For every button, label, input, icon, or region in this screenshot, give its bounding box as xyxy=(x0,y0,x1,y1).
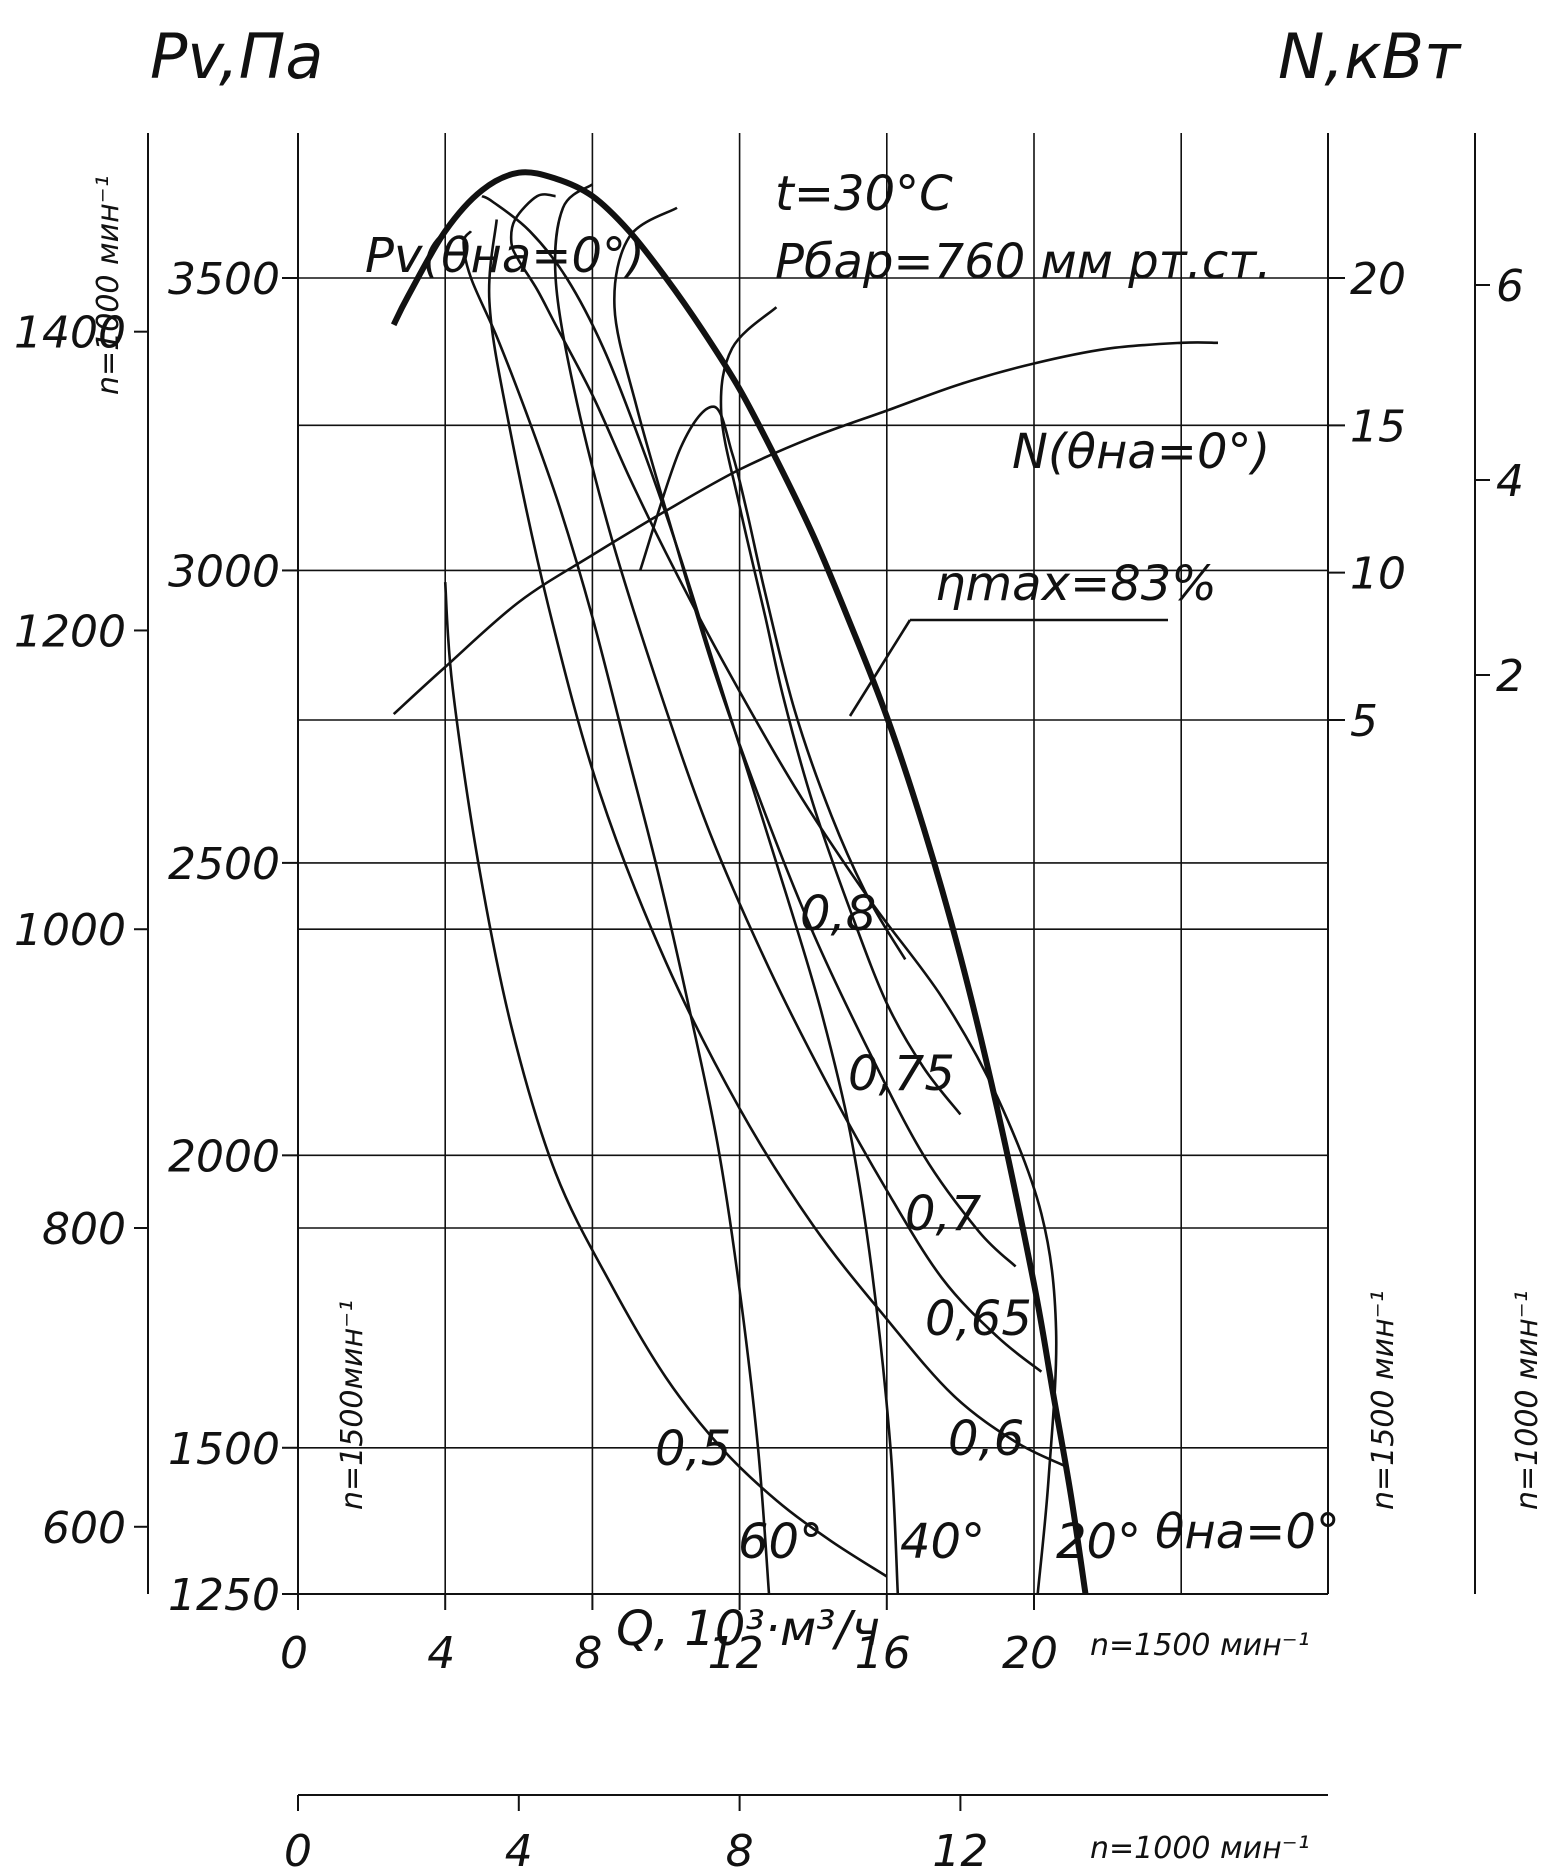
angle-label-60: 60° xyxy=(738,1514,823,1570)
condition-pressure: Pбар=760 мм рт.ст. xyxy=(775,234,1272,290)
x-axis-n1000-label: n=1000 мин⁻¹ xyxy=(1090,1831,1310,1866)
y-tick-label-pv-n1000: 1200 xyxy=(14,606,126,657)
curves xyxy=(391,169,1219,1595)
x-axis-n1500-label: n=1500 мин⁻¹ xyxy=(1090,1628,1310,1663)
series-curve-20- xyxy=(509,193,1058,1595)
y-tick-label-pv-n1500: 1250 xyxy=(168,1570,280,1621)
x-tick-label-n1500: 4 xyxy=(427,1628,455,1679)
left-axis-title: Pv,Па xyxy=(150,20,323,93)
y-tick-label-power-n1500: 5 xyxy=(1350,696,1378,747)
grid xyxy=(298,133,1328,1594)
series-curve-N-0- xyxy=(392,341,1219,716)
series-curve-0-65 xyxy=(553,183,1043,1373)
x-tick-label-n1000: 12 xyxy=(932,1826,988,1876)
eff-label-0-6: 0,6 xyxy=(948,1411,1024,1467)
pv-curve-label: Pv(θна=0°) xyxy=(365,228,645,284)
curve-labels: 0,8 0,75 0,7 0,65 0,6 0,5 60° 40° 20° θн… xyxy=(655,886,1340,1570)
y-axis-pv-n1000-label: n=1000 мин⁻¹ xyxy=(91,175,126,395)
eff-label-0-5: 0,5 xyxy=(655,1421,731,1477)
y-tick-label-pv-n1000: 600 xyxy=(42,1503,126,1554)
y-tick-label-pv-n1000: 1000 xyxy=(14,905,126,956)
angle-label-0: θна=0° xyxy=(1155,1504,1340,1560)
y-tick-label-pv-n1500: 2500 xyxy=(168,839,280,890)
y-axis-n-n1500-label: n=1500 мин⁻¹ xyxy=(1366,1290,1401,1510)
series-curve--0- xyxy=(391,169,1089,1595)
x-tick-label-n1500: 8 xyxy=(574,1628,602,1679)
x-tick-label-n1000: 8 xyxy=(726,1826,754,1876)
series-curve-0-75 xyxy=(719,306,962,1116)
y-tick-label-pv-n1500: 3000 xyxy=(168,546,280,597)
y-axis-n-n1000-label: n=1000 мин⁻¹ xyxy=(1510,1290,1545,1510)
x-axis-title: Q, 10³·м³/ч xyxy=(616,1601,880,1657)
x-tick-label-n1500: 20 xyxy=(1002,1628,1058,1679)
power-curve-label: N(θна=0°) xyxy=(1012,424,1270,480)
y-axis-pv-n1500-label: n=1500мин⁻¹ xyxy=(335,1300,370,1510)
y-tick-label-pv-n1500: 3500 xyxy=(168,254,280,305)
x-tick-label-n1000: 4 xyxy=(505,1826,533,1876)
efficiency-max-label: ηmax=83% xyxy=(935,556,1217,612)
eff-label-0-65: 0,65 xyxy=(925,1291,1032,1347)
angle-label-40: 40° xyxy=(900,1514,985,1570)
series-curve-0-8 xyxy=(638,405,907,961)
x-tick-label-n1000: 0 xyxy=(284,1826,312,1876)
series-curve-0-7 xyxy=(613,206,1017,1268)
y-tick-label-power-n1500: 20 xyxy=(1350,254,1406,305)
series-curve-0-6 xyxy=(487,219,1064,1467)
x-tick-label-n1500: 0 xyxy=(280,1628,308,1679)
x-tick-label-n1500: 12 xyxy=(708,1628,764,1679)
y-tick-label-pv-n1500: 2000 xyxy=(168,1131,280,1182)
series-curve-0-5 xyxy=(443,582,888,1578)
efficiency-leader-line xyxy=(848,619,912,717)
y-tick-label-pv-n1000: 800 xyxy=(42,1204,126,1255)
y-tick-label-pv-n1000: 1400 xyxy=(14,308,126,359)
x-tick-label-n1500: 16 xyxy=(855,1628,911,1679)
y-tick-label-pv-n1500: 1500 xyxy=(168,1424,280,1475)
y-tick-label-power-n1500: 10 xyxy=(1350,549,1406,600)
eff-label-0-75: 0,75 xyxy=(848,1046,955,1102)
y-tick-label-power-n1000: 6 xyxy=(1496,261,1524,312)
angle-label-20: 20° xyxy=(1056,1514,1141,1570)
eff-label-0-7: 0,7 xyxy=(905,1186,982,1242)
y-tick-label-power-n1000: 2 xyxy=(1496,651,1524,702)
condition-temperature: t=30°C xyxy=(775,166,953,222)
eff-label-0-8: 0,8 xyxy=(800,886,876,942)
right-axis-title: N,кВт xyxy=(1278,20,1462,93)
y-tick-label-power-n1000: 4 xyxy=(1496,456,1524,507)
y-tick-label-power-n1500: 15 xyxy=(1350,401,1406,452)
ticks: 0 4 8 12 16 200 4 8 1212501500200025003000350060… xyxy=(14,254,1524,1876)
